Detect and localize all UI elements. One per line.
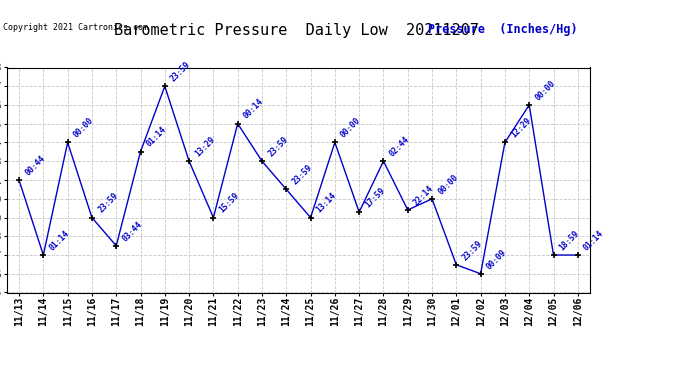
Text: 00:09: 00:09: [485, 248, 509, 271]
Text: Pressure  (Inches/Hg): Pressure (Inches/Hg): [428, 22, 578, 36]
Text: 02:44: 02:44: [388, 135, 411, 158]
Text: 00:44: 00:44: [23, 154, 47, 177]
Text: 00:00: 00:00: [339, 116, 363, 140]
Text: Copyright 2021 Cartronics.com: Copyright 2021 Cartronics.com: [3, 22, 148, 32]
Text: 00:00: 00:00: [533, 79, 557, 102]
Text: 23:59: 23:59: [96, 191, 119, 215]
Text: 00:14: 00:14: [242, 97, 266, 121]
Text: 13:14: 13:14: [315, 191, 338, 215]
Text: 23:59: 23:59: [169, 60, 193, 84]
Text: 01:14: 01:14: [145, 125, 168, 149]
Text: 22:14: 22:14: [412, 183, 435, 207]
Text: 17:59: 17:59: [364, 186, 387, 209]
Text: 12:29: 12:29: [509, 116, 533, 140]
Text: 13:29: 13:29: [193, 135, 217, 158]
Text: 01:14: 01:14: [582, 229, 606, 252]
Text: 01:14: 01:14: [48, 229, 71, 252]
Text: 23:59: 23:59: [290, 163, 314, 187]
Text: 03:44: 03:44: [120, 219, 144, 243]
Text: 15:59: 15:59: [217, 191, 241, 215]
Text: 23:59: 23:59: [460, 238, 484, 262]
Text: 00:00: 00:00: [436, 172, 460, 196]
Text: 18:59: 18:59: [558, 229, 581, 252]
Text: Barometric Pressure  Daily Low  20211207: Barometric Pressure Daily Low 20211207: [115, 22, 479, 38]
Text: 00:00: 00:00: [72, 116, 95, 140]
Text: 23:59: 23:59: [266, 135, 290, 158]
